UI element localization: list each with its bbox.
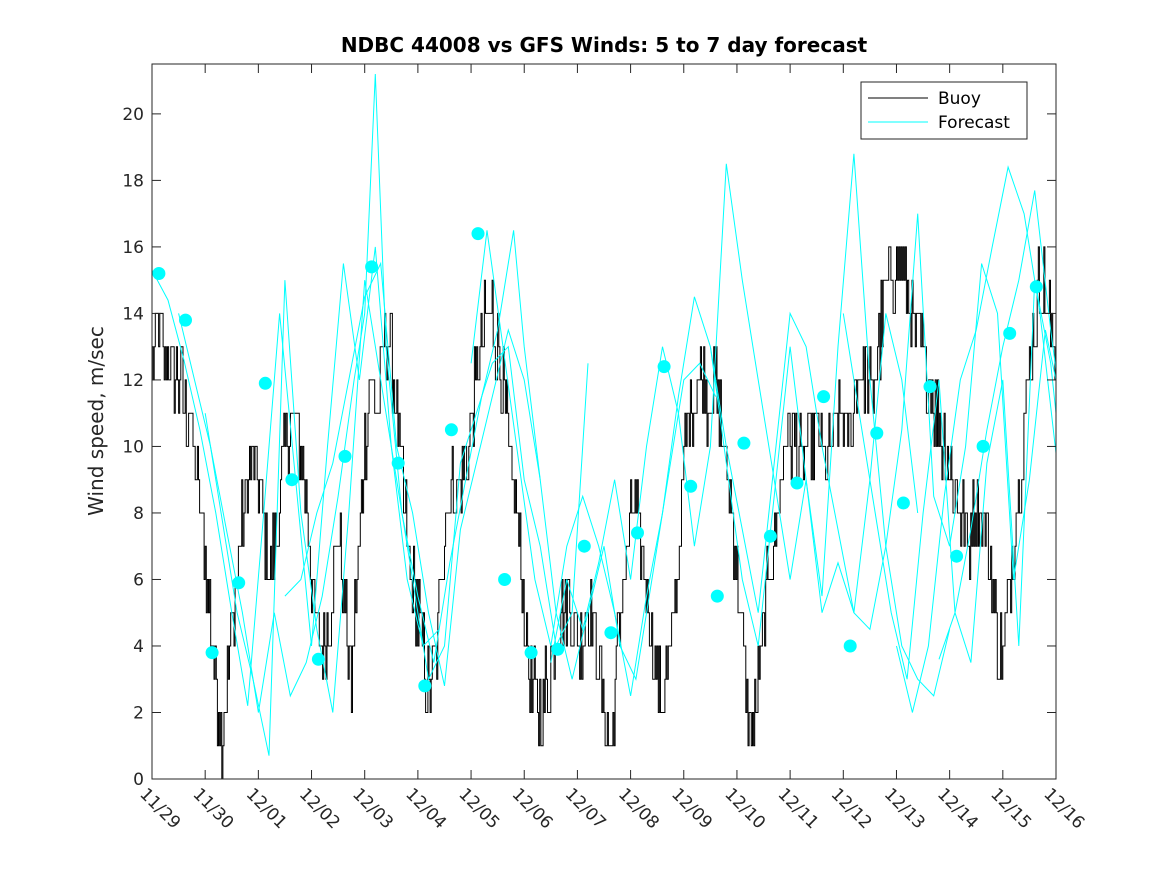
forecast-marker-2 <box>179 313 192 327</box>
x-tick-label-10: 12/09 <box>667 784 716 833</box>
forecast-marker-26 <box>817 390 831 404</box>
axes-frame <box>151 63 1057 780</box>
forecast-marker-14 <box>498 573 512 586</box>
x-tick-label-3: 12/02 <box>295 784 344 833</box>
forecast-marker-28 <box>870 426 884 440</box>
forecast-marker-4 <box>232 576 246 590</box>
forecast-marker-7 <box>311 652 325 666</box>
x-tick-label-12: 12/11 <box>774 784 823 833</box>
forecast-series-line-9 <box>896 165 1056 713</box>
x-tick-label-5: 12/04 <box>401 784 450 833</box>
forecast-marker-17 <box>577 539 591 553</box>
y-tick-label-18: 18 <box>122 171 144 191</box>
legend-buoy-label: Buoy <box>938 89 981 109</box>
x-tick-label-4: 12/03 <box>348 784 397 833</box>
forecast-marker-20 <box>657 360 671 374</box>
forecast-marker-1 <box>152 267 166 280</box>
y-tick-label-6: 6 <box>133 570 144 590</box>
forecast-marker-21 <box>684 479 698 493</box>
forecast-series-line-3 <box>204 280 589 756</box>
x-tick-label-7: 12/06 <box>508 784 557 833</box>
x-tick-label-11: 12/10 <box>720 784 769 833</box>
forecast-marker-34 <box>1029 280 1043 294</box>
forecast-marker-12 <box>444 423 458 437</box>
forecast-marker-27 <box>843 639 857 653</box>
forecast-marker-25 <box>790 476 804 490</box>
y-tick-label-2: 2 <box>133 703 144 723</box>
forecast-marker-5 <box>258 376 272 390</box>
y-tick-label-16: 16 <box>122 238 144 258</box>
forecast-marker-11 <box>418 679 432 693</box>
plot-area <box>152 73 1056 779</box>
forecast-series-line-10 <box>938 190 1056 660</box>
y-tick-label-10: 10 <box>122 437 144 457</box>
x-tick-label-15: 12/14 <box>933 784 982 833</box>
forecast-marker-6 <box>285 473 299 487</box>
x-tick-label-16: 12/15 <box>986 784 1035 833</box>
x-tick-label-1: 11/30 <box>189 784 238 833</box>
forecast-marker-13 <box>471 227 485 241</box>
forecast-marker-23 <box>737 436 751 450</box>
forecast-marker-18 <box>604 626 618 640</box>
legend-forecast-label: Forecast <box>938 113 1010 133</box>
x-tick-label-9: 12/08 <box>614 784 663 833</box>
forecast-marker-3 <box>205 646 219 660</box>
y-tick-label-0: 0 <box>133 770 144 790</box>
forecast-marker-10 <box>391 456 405 470</box>
x-tick-label-13: 12/12 <box>827 784 876 833</box>
y-tick-label-20: 20 <box>122 105 144 125</box>
y-axis-label: Wind speed, m/sec <box>84 326 108 516</box>
legend: Buoy Forecast <box>860 81 1028 140</box>
x-tick-label-0: 11/29 <box>135 784 184 833</box>
x-tick-label-8: 12/07 <box>561 784 610 833</box>
forecast-marker-8 <box>338 449 352 463</box>
y-tick-label-12: 12 <box>122 371 144 391</box>
x-tick-label-6: 12/05 <box>455 784 504 833</box>
y-tick-label-8: 8 <box>133 504 144 524</box>
legend-box <box>860 81 1028 140</box>
forecast-marker-16 <box>551 642 565 656</box>
forecast-marker-15 <box>524 646 538 660</box>
forecast-series-line-5 <box>470 230 919 696</box>
forecast-marker-29 <box>896 496 910 510</box>
forecast-marker-31 <box>950 549 964 563</box>
forecast-series-line-4 <box>284 261 717 687</box>
buoy-series-line <box>152 246 1056 779</box>
forecast-marker-24 <box>763 529 777 543</box>
y-tick-label-4: 4 <box>133 637 144 657</box>
series-group <box>152 73 1056 779</box>
forecast-marker-33 <box>1003 326 1017 340</box>
forecast-marker-19 <box>631 526 644 540</box>
forecast-series-line-7 <box>709 213 1056 647</box>
x-tick-label-14: 12/13 <box>880 784 929 833</box>
forecast-marker-30 <box>923 380 937 394</box>
forecast-marker-32 <box>976 439 990 453</box>
forecast-marker-22 <box>710 589 724 603</box>
forecast-marker-9 <box>365 260 379 274</box>
y-tick-label-14: 14 <box>122 304 144 324</box>
x-tick-label-17: 12/16 <box>1039 784 1088 833</box>
chart-title: NDBC 44008 vs GFS Winds: 5 to 7 day fore… <box>341 33 868 57</box>
forecast-series-line-6 <box>550 153 951 697</box>
x-tick-label-2: 12/01 <box>242 784 291 833</box>
